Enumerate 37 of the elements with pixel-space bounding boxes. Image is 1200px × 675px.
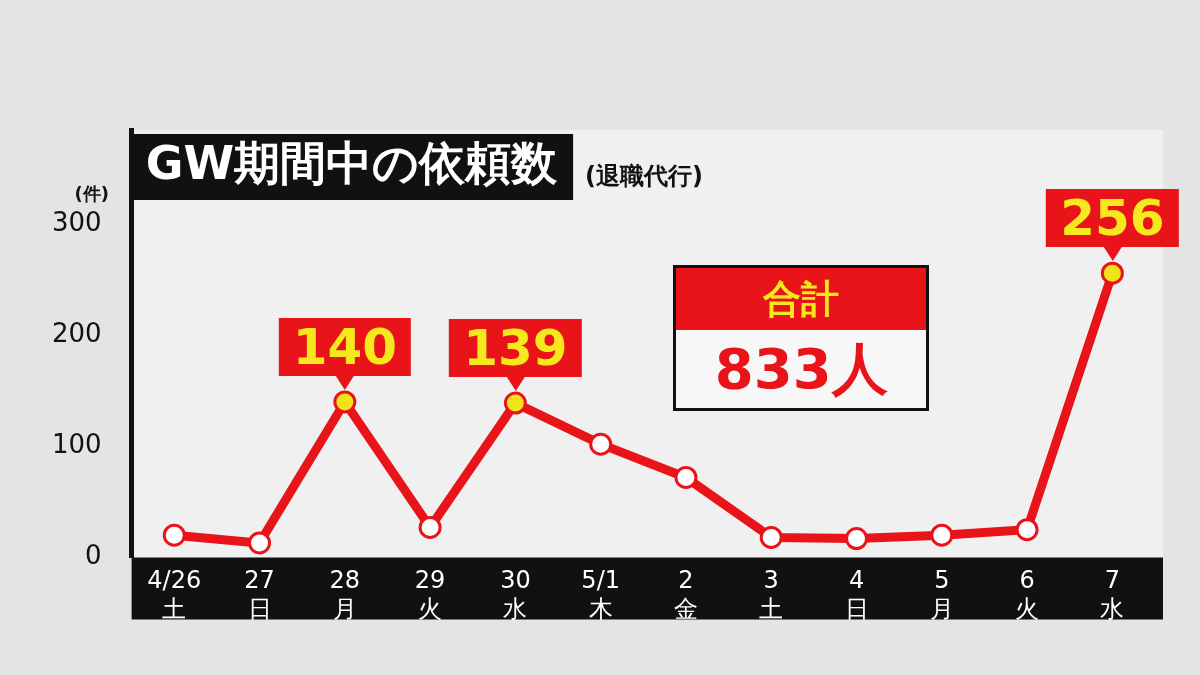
x-tick-label: 5/1 木: [581, 566, 620, 623]
y-tick-label: 100: [51, 429, 102, 460]
chart-title: GW期間中の依頼数: [145, 135, 559, 190]
x-tick-label: 3 土: [759, 566, 784, 623]
total-card: 合計 833人: [673, 265, 930, 411]
point: [333, 390, 357, 414]
point: [930, 523, 954, 547]
y-tick-label: 0: [85, 540, 102, 571]
x-tick-label: 2 金: [673, 566, 698, 623]
point: [845, 527, 869, 551]
x-tick-label: 6 火: [1015, 566, 1040, 623]
x-tick-label: 30 水: [500, 566, 531, 623]
point: [674, 465, 698, 489]
y-tick-label: 300: [51, 207, 102, 238]
text: (退職代行): [585, 162, 704, 191]
point: [1100, 261, 1124, 285]
point: [589, 432, 613, 456]
x-tick-label: 4/26 土: [147, 566, 202, 623]
data-label: 140: [278, 317, 412, 376]
annotation: 合計: [676, 268, 927, 330]
data-label: 139: [449, 319, 582, 378]
point: [503, 391, 527, 415]
point: [162, 523, 186, 547]
x-tick-label: 28 月: [329, 566, 361, 623]
point: [759, 525, 783, 549]
x-tick-label: 4 日: [844, 566, 869, 623]
point: [1015, 518, 1039, 542]
point: [248, 531, 272, 555]
data-label: 256: [1046, 189, 1179, 248]
x-tick-label: 29 火: [414, 566, 446, 623]
annotation: 833人: [676, 330, 927, 408]
x-tick-label: 5 月: [929, 566, 954, 623]
y-tick-label: 200: [51, 318, 102, 349]
x-tick-label: 27 日: [244, 566, 275, 623]
y-axis-title: (件): [74, 182, 109, 204]
x-tick-label: 7 水: [1100, 566, 1125, 623]
point: [418, 515, 442, 539]
